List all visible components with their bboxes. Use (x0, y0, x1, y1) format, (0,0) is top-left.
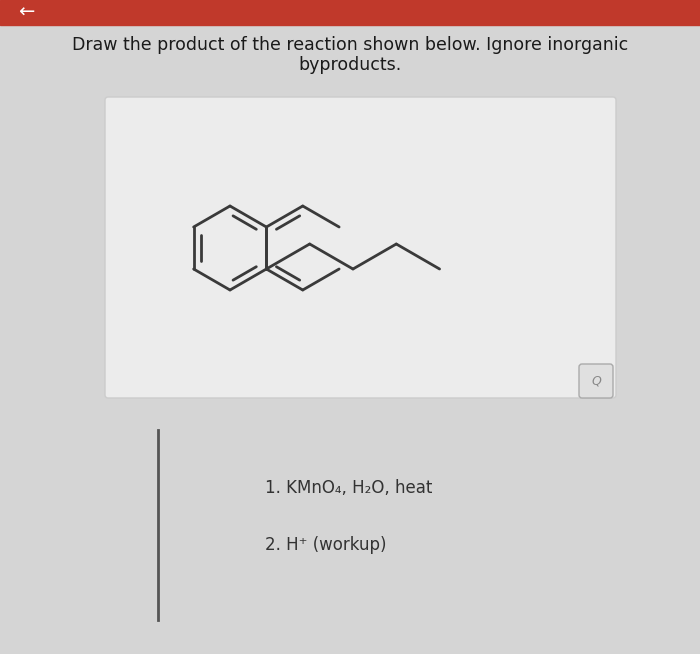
Text: 2. H⁺ (workup): 2. H⁺ (workup) (265, 536, 386, 554)
Text: byproducts.: byproducts. (298, 56, 402, 74)
Bar (0, 0, 700, 25)
Text: 1. KMnO₄, H₂O, heat: 1. KMnO₄, H₂O, heat (265, 479, 433, 497)
FancyBboxPatch shape (579, 364, 613, 398)
Text: Draw the product of the reaction shown below. Ignore inorganic: Draw the product of the reaction shown b… (72, 36, 628, 54)
Text: ←: ← (18, 3, 34, 22)
Text: Q: Q (591, 375, 601, 388)
FancyBboxPatch shape (105, 97, 616, 398)
